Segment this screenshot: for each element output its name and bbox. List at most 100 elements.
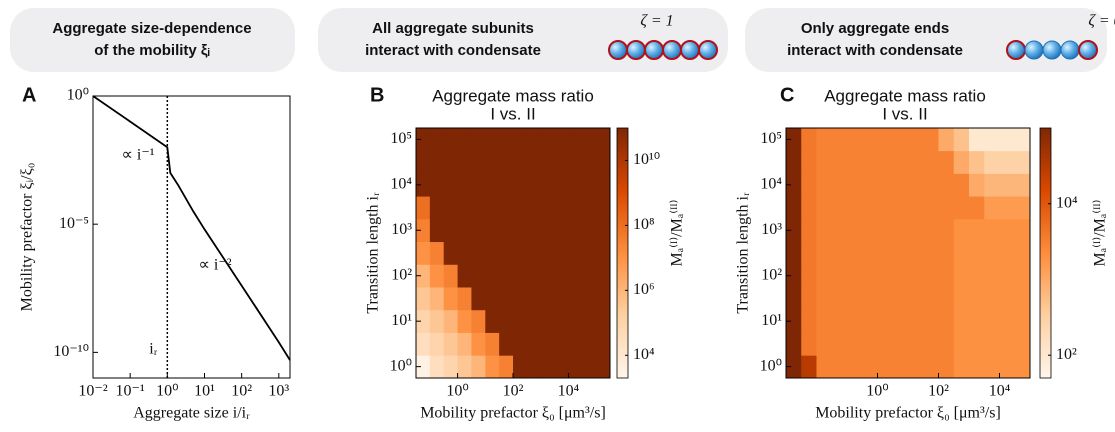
heatmap-cell bbox=[568, 150, 583, 174]
heatmap-cell bbox=[582, 218, 597, 243]
heatmap-cell bbox=[485, 241, 500, 265]
heatmap-cell bbox=[443, 355, 458, 379]
x-axis-label: Mobility prefactor ξ₀ [μm³/s] bbox=[815, 405, 1001, 422]
heatmap-cell bbox=[540, 128, 555, 152]
y-tick-label: 10⁵ bbox=[390, 130, 412, 147]
heatmap-cell bbox=[923, 355, 939, 379]
heatmap-cell bbox=[938, 218, 955, 243]
heatmap-cell bbox=[416, 309, 431, 333]
heatmap-cell bbox=[526, 355, 542, 379]
heatmap-cell bbox=[984, 309, 1000, 333]
heatmap-cell bbox=[596, 264, 611, 288]
heatmap-cell bbox=[1014, 264, 1031, 288]
heatmap-cell bbox=[999, 287, 1016, 311]
heatmap-cell bbox=[892, 218, 909, 243]
heatmap-cell bbox=[801, 355, 817, 379]
heatmap-cell bbox=[999, 196, 1016, 220]
heatmap-cell bbox=[862, 241, 878, 265]
heatmap-cell bbox=[471, 241, 486, 265]
x-axis-label: Mobility prefactor ξ₀ [μm³/s] bbox=[420, 405, 606, 422]
heatmap-cell bbox=[513, 309, 528, 333]
heatmap-cell bbox=[457, 196, 472, 220]
heatmap-cell bbox=[457, 332, 472, 356]
heatmap-cell bbox=[786, 218, 802, 243]
heatmap-cell bbox=[862, 218, 878, 243]
heatmap-cell bbox=[999, 332, 1016, 356]
heatmap-cell bbox=[953, 355, 970, 379]
heatmap-cell bbox=[540, 287, 555, 311]
heatmap-cell bbox=[908, 196, 924, 220]
heatmap-cell bbox=[999, 241, 1016, 265]
heatmap-cell bbox=[984, 264, 1000, 288]
heatmap-cell bbox=[429, 150, 445, 174]
heatmap-cell bbox=[862, 264, 878, 288]
heatmap-cell bbox=[923, 150, 939, 174]
heatmap-cell bbox=[568, 264, 583, 288]
heatmap-cell bbox=[1014, 218, 1031, 243]
header-text: interact with condensate bbox=[365, 42, 541, 59]
heatmap-cell bbox=[443, 128, 458, 152]
heatmap-cell bbox=[786, 264, 802, 288]
heatmap-cell bbox=[554, 196, 569, 220]
panel-letter: B bbox=[370, 84, 384, 106]
heatmap-cell bbox=[877, 309, 894, 333]
heatmap-cell bbox=[596, 309, 611, 333]
heatmap-cell bbox=[877, 355, 894, 379]
heatmap-cell bbox=[847, 264, 863, 288]
heatmap-cell bbox=[938, 309, 955, 333]
colorbar-label: Mₐ⁽ᴵ⁾/Mₐ⁽ᴵᴵ⁾ bbox=[1092, 199, 1109, 266]
heatmap-cell bbox=[1014, 332, 1031, 356]
heatmap-cell bbox=[568, 218, 583, 243]
heatmap-cell bbox=[984, 332, 1000, 356]
heatmap-cell bbox=[892, 309, 909, 333]
x-tick-label: 10² bbox=[231, 383, 252, 400]
y-tick-label: 10¹ bbox=[391, 312, 412, 329]
heatmap-cell bbox=[923, 173, 939, 197]
heatmap-cell bbox=[862, 355, 878, 379]
heatmap-cell bbox=[999, 218, 1016, 243]
heatmap-cell bbox=[485, 150, 500, 174]
heatmap-cell bbox=[582, 150, 597, 174]
heatmap-cell bbox=[953, 264, 970, 288]
heatmap-cell bbox=[877, 332, 894, 356]
x-tick-label: 10⁻¹ bbox=[116, 383, 145, 400]
heatmap-cell bbox=[816, 128, 833, 152]
heatmap-cell bbox=[596, 150, 611, 174]
heatmap-cell bbox=[801, 332, 817, 356]
heatmap-cell bbox=[443, 332, 458, 356]
heatmap-cell bbox=[443, 173, 458, 197]
chart-subtitle: I vs. II bbox=[882, 104, 927, 123]
heatmap-cell bbox=[457, 150, 472, 174]
y-tick-label: 10⁻⁵ bbox=[59, 215, 89, 232]
heatmap-cell bbox=[877, 264, 894, 288]
y-tick-label: 10¹ bbox=[761, 312, 782, 329]
heatmap-cell bbox=[877, 128, 894, 152]
heatmap-cell bbox=[457, 218, 472, 243]
heatmap-cell bbox=[568, 241, 583, 265]
zeta-label: ζ = 1 bbox=[640, 13, 673, 30]
heatmap-cell bbox=[568, 196, 583, 220]
heatmap-cell bbox=[457, 128, 472, 152]
y-tick-label: 10⁴ bbox=[390, 175, 412, 192]
heatmap-cell bbox=[471, 218, 486, 243]
heatmap-cell bbox=[582, 309, 597, 333]
heatmap-cell bbox=[999, 173, 1016, 197]
heatmap-cell bbox=[582, 241, 597, 265]
colorbar-tick-label: 10¹⁰ bbox=[633, 151, 660, 168]
heatmap-cell bbox=[499, 128, 514, 152]
heatmap-cell bbox=[816, 264, 833, 288]
heatmap-cell bbox=[513, 196, 528, 220]
heatmap-cell bbox=[457, 287, 472, 311]
heatmap-cell bbox=[1014, 309, 1031, 333]
y-tick-label: 10⁻¹⁰ bbox=[53, 343, 89, 360]
heatmap-cell bbox=[471, 355, 486, 379]
heatmap-cell bbox=[938, 355, 955, 379]
x-tick-label: 10² bbox=[928, 383, 949, 400]
heatmap-cell bbox=[969, 332, 985, 356]
heatmap-cell bbox=[908, 309, 924, 333]
heatmap-cell bbox=[862, 287, 878, 311]
heatmap-cell bbox=[1014, 196, 1031, 220]
heatmap-cell bbox=[485, 196, 500, 220]
heatmap-cell bbox=[801, 309, 817, 333]
heatmap-cell bbox=[416, 355, 431, 379]
